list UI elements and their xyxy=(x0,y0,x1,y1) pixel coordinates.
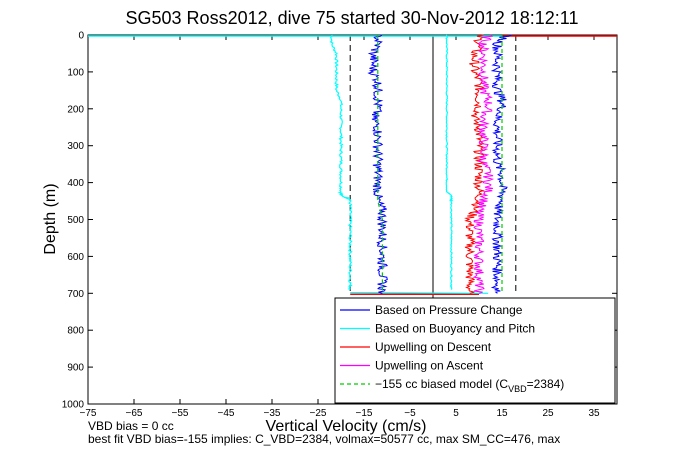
legend: Based on Pressure Change Based on Buoyanc… xyxy=(334,297,616,404)
vbd-bias-note: VBD bias = 0 cc xyxy=(88,419,174,433)
legend-box xyxy=(334,297,616,404)
buoyancy-pitch-ascent-trace xyxy=(445,34,454,290)
y-tick-label: 800 xyxy=(67,326,84,337)
legend-suffix: =2384) xyxy=(527,377,565,391)
legend-label: Based on Buoyancy and Pitch xyxy=(375,322,535,336)
x-tick-label: 25 xyxy=(542,408,554,419)
best-fit-note: best fit VBD bias=-155 implies: C_VBD=23… xyxy=(88,432,561,446)
y-axis-label: Depth (m) xyxy=(42,183,59,254)
y-tick-label: 1000 xyxy=(62,400,85,411)
x-tick-label: 35 xyxy=(588,408,600,419)
x-tick-label: −5 xyxy=(404,408,416,419)
upwelling-ascent-trace xyxy=(472,34,495,294)
x-tick-label: −35 xyxy=(264,408,281,419)
buoyancy-pitch-descent-trace xyxy=(329,34,353,291)
legend-label: Upwelling on Descent xyxy=(375,340,492,354)
y-tick-label: 200 xyxy=(67,104,84,115)
legend-label: Upwelling on Ascent xyxy=(375,359,484,373)
y-tick-label: 300 xyxy=(67,141,84,152)
x-axis-label: Vertical Velocity (cm/s) xyxy=(266,418,427,435)
legend-label: Based on Pressure Change xyxy=(375,303,523,317)
y-tick-label: 900 xyxy=(67,363,84,374)
buoyancy-bottom-connector xyxy=(350,291,489,294)
y-tick-label: 400 xyxy=(67,178,84,189)
y-tick-label: 700 xyxy=(67,289,84,300)
x-tick-label: −65 xyxy=(126,408,143,419)
x-tick-label: 5 xyxy=(453,408,459,419)
x-tick-label: −75 xyxy=(80,408,97,419)
upwelling-descent-trace xyxy=(464,34,486,294)
x-tick-label: −15 xyxy=(356,408,373,419)
y-tick-label: 500 xyxy=(67,215,84,226)
y-tick-label: 100 xyxy=(67,67,84,78)
legend-subscript: VBD xyxy=(508,384,527,394)
y-tick-label: 0 xyxy=(78,31,84,42)
x-tick-label: −45 xyxy=(218,408,235,419)
y-tick-label: 600 xyxy=(67,252,84,263)
biased-model-descent-trace xyxy=(377,35,383,294)
chart-title: SG503 Ross2012, dive 75 started 30-Nov-2… xyxy=(126,8,579,28)
x-tick-label: −25 xyxy=(310,408,327,419)
x-tick-label: −55 xyxy=(172,408,189,419)
x-tick-label: 15 xyxy=(496,408,508,419)
